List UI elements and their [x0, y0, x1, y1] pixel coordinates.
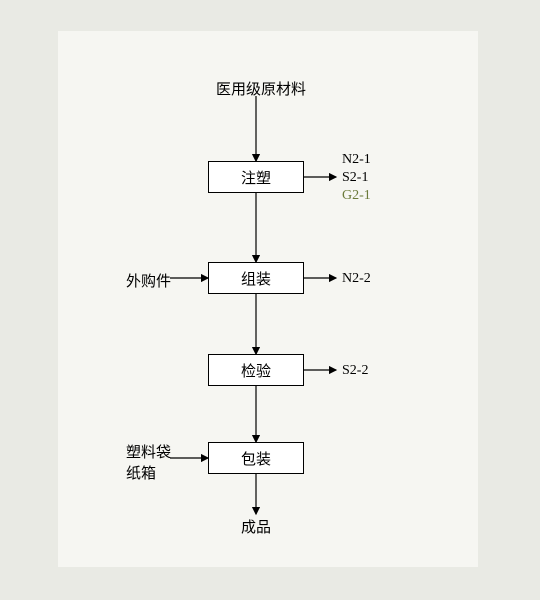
diagram-canvas: 医用级原材料 外购件 塑料袋 纸箱 成品 注塑 组装 检验 包装 N2-1 S2… — [0, 0, 540, 600]
assemble-step-label: 组装 — [241, 268, 271, 289]
output-label: 成品 — [241, 516, 271, 537]
inspect-side-0: S2-2 — [342, 363, 368, 378]
mold-step-label: 注塑 — [241, 167, 271, 188]
assemble-side-labels: N2-2 — [342, 270, 371, 288]
mold-step-box: 注塑 — [208, 161, 304, 193]
mold-side-labels: N2-1 S2-1 G2-1 — [342, 151, 371, 205]
inspect-step-label: 检验 — [241, 360, 271, 381]
assemble-side-0: N2-2 — [342, 271, 371, 286]
mold-side-0: N2-1 — [342, 152, 371, 167]
mold-side-1: S2-1 — [342, 170, 368, 185]
input-label: 医用级原材料 — [216, 78, 306, 99]
assemble-step-box: 组装 — [208, 262, 304, 294]
inner-panel — [58, 31, 478, 567]
bag-label: 塑料袋 — [126, 445, 171, 461]
inspect-step-box: 检验 — [208, 354, 304, 386]
bag-box-label: 塑料袋 纸箱 — [126, 441, 171, 483]
pack-step-label: 包装 — [241, 448, 271, 469]
external-parts-label: 外购件 — [126, 270, 171, 291]
inspect-side-labels: S2-2 — [342, 362, 368, 380]
mold-side-2: G2-1 — [342, 188, 371, 203]
pack-step-box: 包装 — [208, 442, 304, 474]
box-label: 纸箱 — [126, 466, 156, 482]
